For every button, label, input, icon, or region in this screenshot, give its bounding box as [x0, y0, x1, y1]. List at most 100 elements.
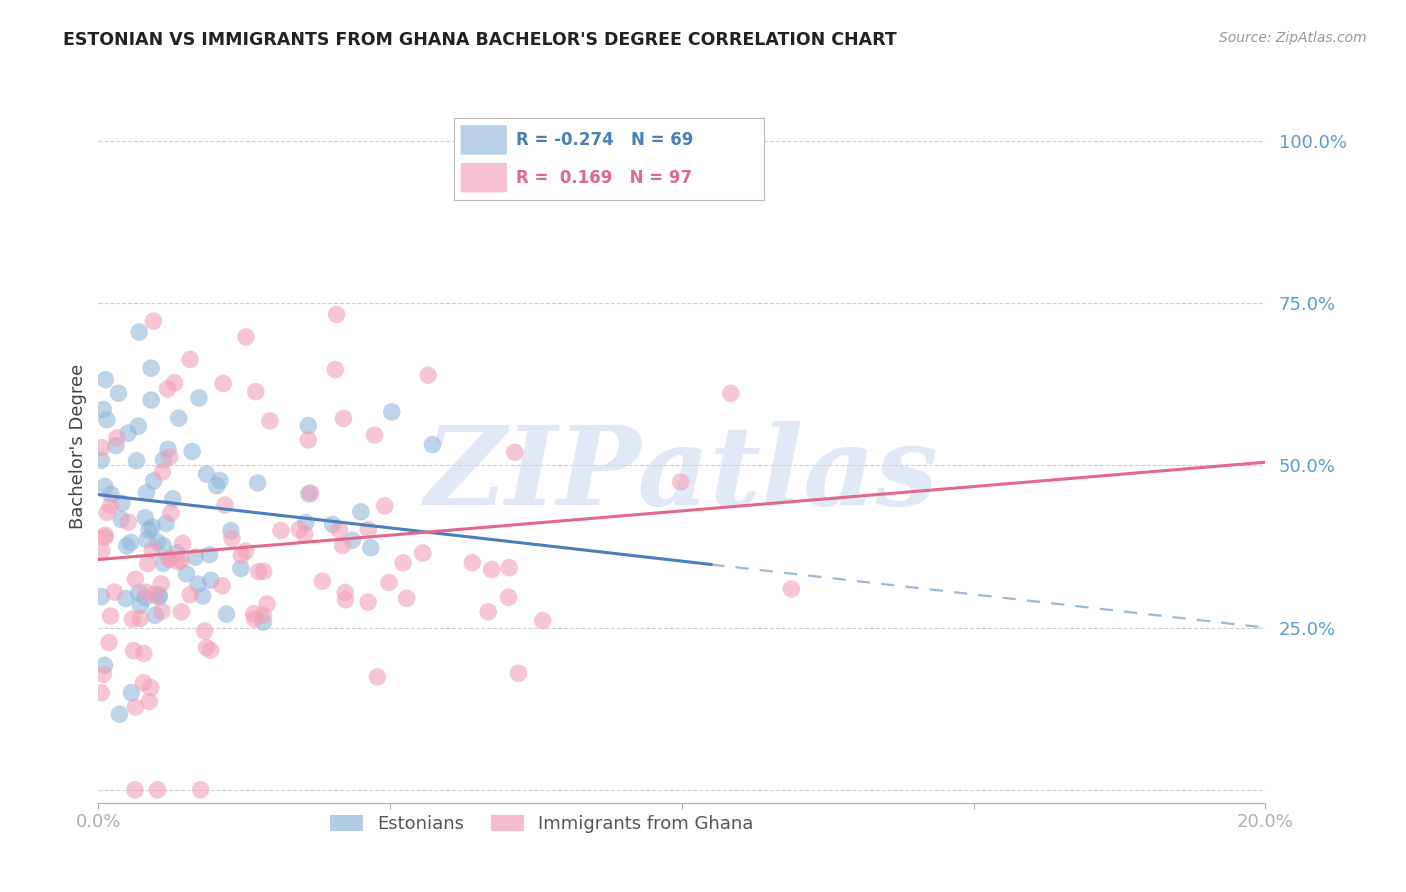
Point — [148, 590, 170, 604]
Point — [135, 485, 157, 500]
Point — [357, 523, 380, 537]
Point — [128, 325, 150, 339]
Point — [297, 418, 319, 433]
Point — [395, 591, 418, 606]
Y-axis label: Bachelor's Degree: Bachelor's Degree — [69, 363, 87, 529]
Point — [294, 516, 316, 530]
Point — [104, 439, 127, 453]
Point — [152, 453, 174, 467]
Point — [195, 467, 218, 482]
Point — [259, 414, 281, 428]
Point — [208, 474, 231, 488]
Point — [150, 604, 173, 618]
Point — [100, 487, 122, 501]
Point — [187, 391, 209, 405]
Point — [96, 505, 118, 519]
Point — [134, 510, 156, 524]
Point — [115, 539, 138, 553]
Point — [135, 585, 157, 599]
Point — [124, 700, 146, 714]
Point — [138, 523, 160, 537]
Point — [96, 412, 118, 426]
Point — [195, 640, 218, 655]
Point — [146, 535, 169, 549]
Point — [366, 670, 388, 684]
Point — [350, 505, 373, 519]
Point — [392, 556, 415, 570]
Point — [332, 411, 354, 425]
Point — [108, 707, 131, 722]
Text: ZIPatlas: ZIPatlas — [425, 421, 939, 528]
Point — [412, 546, 434, 560]
Point — [125, 454, 148, 468]
Point — [378, 575, 401, 590]
Point — [200, 643, 222, 657]
Point — [669, 475, 692, 489]
Point — [187, 577, 209, 591]
Point — [297, 433, 319, 447]
Point — [477, 605, 499, 619]
Point — [146, 782, 169, 797]
Point — [103, 585, 125, 599]
Point — [107, 386, 129, 401]
Point — [231, 549, 253, 563]
Point — [120, 686, 142, 700]
Point — [121, 612, 143, 626]
Point — [252, 615, 274, 629]
Point — [110, 512, 132, 526]
Point — [270, 524, 292, 538]
Point — [229, 561, 252, 575]
Point — [374, 499, 396, 513]
Point — [422, 437, 444, 451]
Point — [170, 553, 193, 567]
Point — [129, 599, 152, 613]
Point — [214, 498, 236, 512]
Point — [167, 411, 190, 425]
Point — [156, 382, 179, 396]
Point — [323, 362, 346, 376]
Point — [253, 564, 276, 578]
Point — [141, 392, 163, 407]
Point — [159, 450, 181, 464]
Point — [150, 465, 173, 479]
Point — [142, 474, 165, 488]
Point — [94, 528, 117, 542]
Point — [91, 402, 114, 417]
Point — [98, 635, 121, 649]
Point — [256, 597, 278, 611]
Point — [179, 588, 201, 602]
Point — [335, 592, 357, 607]
Point — [212, 376, 235, 391]
Point — [221, 531, 243, 545]
Point — [332, 538, 354, 552]
Point — [143, 588, 166, 602]
Point — [211, 579, 233, 593]
Point — [184, 550, 207, 565]
Point — [94, 373, 117, 387]
Point — [139, 361, 162, 376]
Point — [299, 486, 322, 500]
Point — [136, 533, 159, 547]
Point — [152, 556, 174, 570]
Point — [124, 572, 146, 586]
Point — [245, 384, 267, 399]
Point — [150, 576, 173, 591]
Point — [328, 523, 350, 537]
Point — [720, 386, 742, 401]
Point — [90, 453, 112, 467]
Point — [152, 539, 174, 553]
Point — [333, 585, 356, 599]
Point — [90, 686, 112, 700]
Point — [122, 643, 145, 657]
Point — [363, 428, 385, 442]
Point — [288, 523, 311, 537]
Text: ESTONIAN VS IMMIGRANTS FROM GHANA BACHELOR'S DEGREE CORRELATION CHART: ESTONIAN VS IMMIGRANTS FROM GHANA BACHEL… — [63, 31, 897, 49]
Point — [156, 442, 179, 457]
Point — [780, 582, 803, 596]
Point — [190, 782, 212, 797]
Point — [132, 646, 155, 660]
Point — [176, 566, 198, 581]
Point — [219, 524, 242, 538]
Point — [252, 608, 274, 623]
Point — [416, 368, 439, 383]
